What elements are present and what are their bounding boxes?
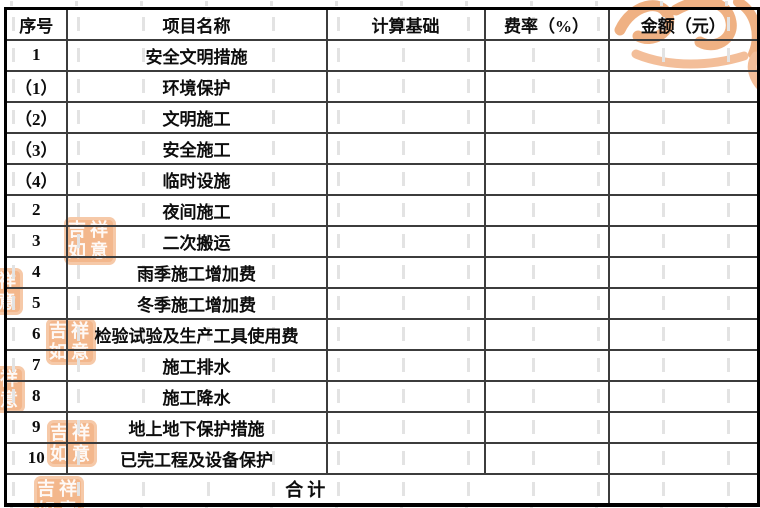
cell-rate [483, 162, 610, 196]
cell-serial-no: 9 [4, 410, 68, 444]
footer-amount-cell [607, 472, 760, 506]
cell-rate [483, 317, 610, 351]
cell-calc-basis [325, 255, 486, 289]
cell-item-name: 安全文明措施 [65, 38, 328, 72]
cell-item-name: 检验试验及生产工具使用费 [65, 317, 328, 351]
cell-calc-basis [325, 162, 486, 196]
cell-item-name: 地上地下保护措施 [65, 410, 328, 444]
cell-calc-basis [325, 224, 486, 258]
table-row: （1） 环境保护 [4, 69, 760, 103]
cell-amount [607, 131, 760, 165]
cell-item-name: 临时设施 [65, 162, 328, 196]
cell-rate [483, 38, 610, 72]
cell-rate [483, 255, 610, 289]
cell-rate [483, 193, 610, 227]
cell-amount [607, 255, 760, 289]
table-row: 4 雨季施工增加费 [4, 255, 760, 289]
cell-calc-basis [325, 348, 486, 382]
cell-item-name: 施工降水 [65, 379, 328, 413]
cell-calc-basis [325, 379, 486, 413]
cell-rate [483, 410, 610, 444]
cell-item-name: 安全施工 [65, 131, 328, 165]
header-item-name: 项目名称 [65, 7, 328, 41]
table-row: 10 已完工程及设备保护 [4, 441, 760, 475]
measure-fee-table: 序号 项目名称 计算基础 费率（%） 金额（元） 1 安全文明措施 （1） 环境… [4, 7, 760, 507]
cell-serial-no: 2 [4, 193, 68, 227]
cell-amount [607, 441, 760, 475]
cell-rate [483, 441, 610, 475]
cell-calc-basis [325, 286, 486, 320]
cell-item-name: 环境保护 [65, 69, 328, 103]
cell-serial-no: 8 [4, 379, 68, 413]
cell-serial-no: （1） [4, 69, 68, 103]
table-row: 8 施工降水 [4, 379, 760, 413]
cell-item-name: 二次搬运 [65, 224, 328, 258]
cell-amount [607, 410, 760, 444]
table-row: 2 夜间施工 [4, 193, 760, 227]
table-row: 9 地上地下保护措施 [4, 410, 760, 444]
cell-serial-no: 10 [4, 441, 68, 475]
gridline-artifact-top [0, 1, 760, 6]
cell-serial-no: （2） [4, 100, 68, 134]
cell-serial-no: （4） [4, 162, 68, 196]
footer-total-label: 合计 [4, 472, 610, 506]
header-amount: 金额（元） [607, 7, 760, 41]
cell-calc-basis [325, 100, 486, 134]
cell-item-name: 冬季施工增加费 [65, 286, 328, 320]
cell-calc-basis [325, 38, 486, 72]
table-row: （4） 临时设施 [4, 162, 760, 196]
table-row: 7 施工排水 [4, 348, 760, 382]
cell-amount [607, 69, 760, 103]
cell-amount [607, 317, 760, 351]
table-row: 5 冬季施工增加费 [4, 286, 760, 320]
cell-serial-no: 3 [4, 224, 68, 258]
cell-serial-no: 6 [4, 317, 68, 351]
table-row: （2） 文明施工 [4, 100, 760, 134]
header-rate: 费率（%） [483, 7, 610, 41]
cell-rate [483, 379, 610, 413]
cell-serial-no: 1 [4, 38, 68, 72]
cell-rate [483, 131, 610, 165]
cell-item-name: 施工排水 [65, 348, 328, 382]
cell-item-name: 已完工程及设备保护 [65, 441, 328, 475]
table-row: 6 检验试验及生产工具使用费 [4, 317, 760, 351]
cell-amount [607, 224, 760, 258]
cell-calc-basis [325, 317, 486, 351]
header-row: 序号 项目名称 计算基础 费率（%） 金额（元） [4, 7, 760, 41]
cell-calc-basis [325, 441, 486, 475]
cell-item-name: 雨季施工增加费 [65, 255, 328, 289]
cell-amount [607, 193, 760, 227]
cell-calc-basis [325, 131, 486, 165]
header-calc-basis: 计算基础 [325, 7, 486, 41]
cell-calc-basis [325, 193, 486, 227]
cell-rate [483, 286, 610, 320]
cell-serial-no: （3） [4, 131, 68, 165]
cell-rate [483, 224, 610, 258]
cell-item-name: 夜间施工 [65, 193, 328, 227]
cell-rate [483, 69, 610, 103]
cell-amount [607, 286, 760, 320]
cell-amount [607, 348, 760, 382]
cell-rate [483, 100, 610, 134]
table-row: （3） 安全施工 [4, 131, 760, 165]
table-row: 1 安全文明措施 [4, 38, 760, 72]
cell-calc-basis [325, 410, 486, 444]
cell-rate [483, 348, 610, 382]
header-serial-no: 序号 [4, 7, 68, 41]
cell-item-name: 文明施工 [65, 100, 328, 134]
cell-amount [607, 162, 760, 196]
cell-calc-basis [325, 69, 486, 103]
table-row: 3 二次搬运 [4, 224, 760, 258]
cell-serial-no: 7 [4, 348, 68, 382]
table-body: 1 安全文明措施 （1） 环境保护 （2） 文明施工 （3） 安全施工 （4） … [4, 38, 760, 506]
cell-serial-no: 4 [4, 255, 68, 289]
cell-amount [607, 100, 760, 134]
cell-serial-no: 5 [4, 286, 68, 320]
cell-amount [607, 379, 760, 413]
footer-row: 合计 [4, 472, 760, 506]
cell-amount [607, 38, 760, 72]
